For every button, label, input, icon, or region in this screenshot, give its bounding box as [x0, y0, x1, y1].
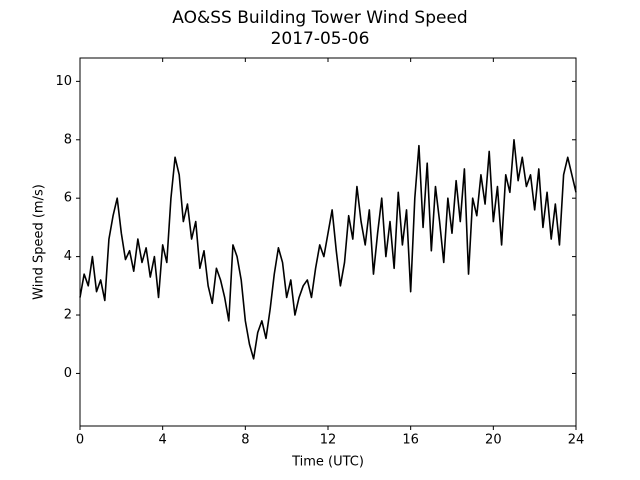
y-tick-label: 10 — [55, 74, 72, 89]
y-tick-label: 4 — [64, 249, 72, 264]
x-tick-label: 0 — [76, 433, 84, 448]
plot-frame — [79, 57, 577, 427]
y-tick-label: 2 — [64, 308, 72, 323]
y-tick-label: 8 — [64, 132, 72, 147]
chart-title: AO&SS Building Tower Wind Speed — [172, 8, 467, 28]
x-tick-label: 16 — [402, 433, 419, 448]
x-tick-label: 20 — [485, 433, 502, 448]
y-tick-label: 6 — [64, 191, 72, 206]
x-axis-label: Time (UTC) — [291, 455, 364, 470]
x-tick-label: 8 — [241, 433, 249, 448]
chart-subtitle: 2017-05-06 — [271, 29, 370, 49]
y-axis-label: Wind Speed (m/s) — [32, 184, 47, 300]
x-tick-label: 4 — [159, 433, 167, 448]
data-line — [79, 138, 577, 360]
y-tick-label: 0 — [64, 366, 72, 381]
x-tick-label: 24 — [568, 433, 585, 448]
x-tick-label: 12 — [320, 433, 337, 448]
